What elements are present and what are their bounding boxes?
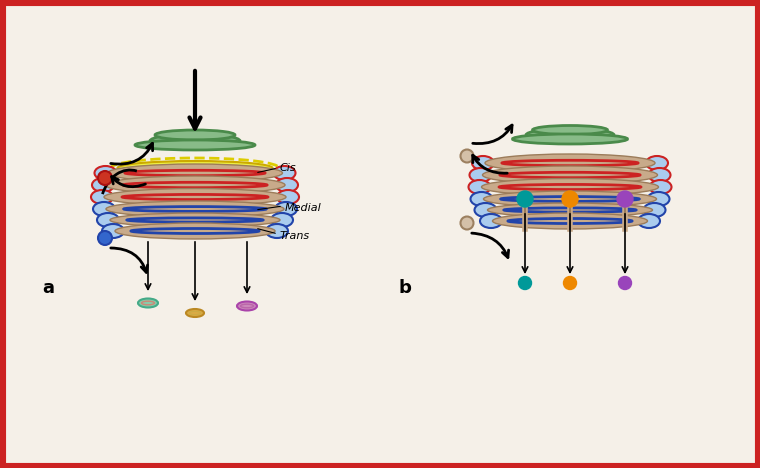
Ellipse shape — [104, 189, 286, 205]
Text: b: b — [398, 279, 411, 297]
Ellipse shape — [276, 178, 298, 192]
Ellipse shape — [271, 213, 293, 227]
Ellipse shape — [512, 134, 628, 144]
Ellipse shape — [472, 156, 494, 170]
Ellipse shape — [91, 190, 113, 204]
Ellipse shape — [526, 129, 614, 141]
Ellipse shape — [483, 166, 657, 184]
Ellipse shape — [106, 201, 284, 217]
Ellipse shape — [93, 202, 115, 216]
Ellipse shape — [646, 156, 668, 170]
Text: Cis: Cis — [280, 163, 296, 173]
Ellipse shape — [474, 203, 496, 217]
Ellipse shape — [518, 277, 531, 290]
Ellipse shape — [487, 203, 653, 217]
Ellipse shape — [275, 202, 297, 216]
Ellipse shape — [563, 277, 577, 290]
Ellipse shape — [110, 213, 280, 227]
Text: Medial: Medial — [285, 203, 321, 213]
Ellipse shape — [107, 164, 283, 182]
Text: Trans: Trans — [280, 231, 310, 241]
Ellipse shape — [648, 168, 670, 182]
Ellipse shape — [650, 180, 672, 194]
Ellipse shape — [135, 140, 255, 150]
Ellipse shape — [92, 178, 114, 192]
Ellipse shape — [237, 301, 257, 310]
Ellipse shape — [648, 192, 670, 206]
Ellipse shape — [274, 166, 296, 180]
Ellipse shape — [186, 309, 204, 317]
Ellipse shape — [470, 168, 492, 182]
Ellipse shape — [619, 277, 632, 290]
Ellipse shape — [102, 224, 124, 238]
Ellipse shape — [480, 214, 502, 228]
Ellipse shape — [277, 190, 299, 204]
Text: a: a — [42, 279, 54, 297]
Ellipse shape — [98, 171, 112, 185]
Ellipse shape — [483, 191, 657, 207]
Ellipse shape — [470, 192, 492, 206]
Ellipse shape — [485, 154, 655, 172]
Ellipse shape — [461, 217, 473, 229]
Ellipse shape — [115, 223, 275, 239]
Ellipse shape — [562, 191, 578, 207]
Ellipse shape — [266, 224, 288, 238]
Ellipse shape — [468, 180, 490, 194]
Ellipse shape — [155, 130, 235, 140]
Ellipse shape — [97, 213, 119, 227]
Ellipse shape — [482, 178, 658, 196]
Ellipse shape — [98, 231, 112, 245]
Ellipse shape — [517, 191, 533, 207]
Ellipse shape — [617, 191, 633, 207]
Ellipse shape — [638, 214, 660, 228]
Ellipse shape — [533, 125, 607, 134]
Ellipse shape — [492, 213, 648, 229]
Ellipse shape — [150, 134, 240, 148]
Ellipse shape — [118, 161, 273, 175]
Ellipse shape — [94, 166, 116, 180]
Ellipse shape — [644, 203, 666, 217]
Ellipse shape — [138, 299, 158, 307]
Ellipse shape — [105, 176, 285, 194]
Ellipse shape — [461, 149, 473, 162]
